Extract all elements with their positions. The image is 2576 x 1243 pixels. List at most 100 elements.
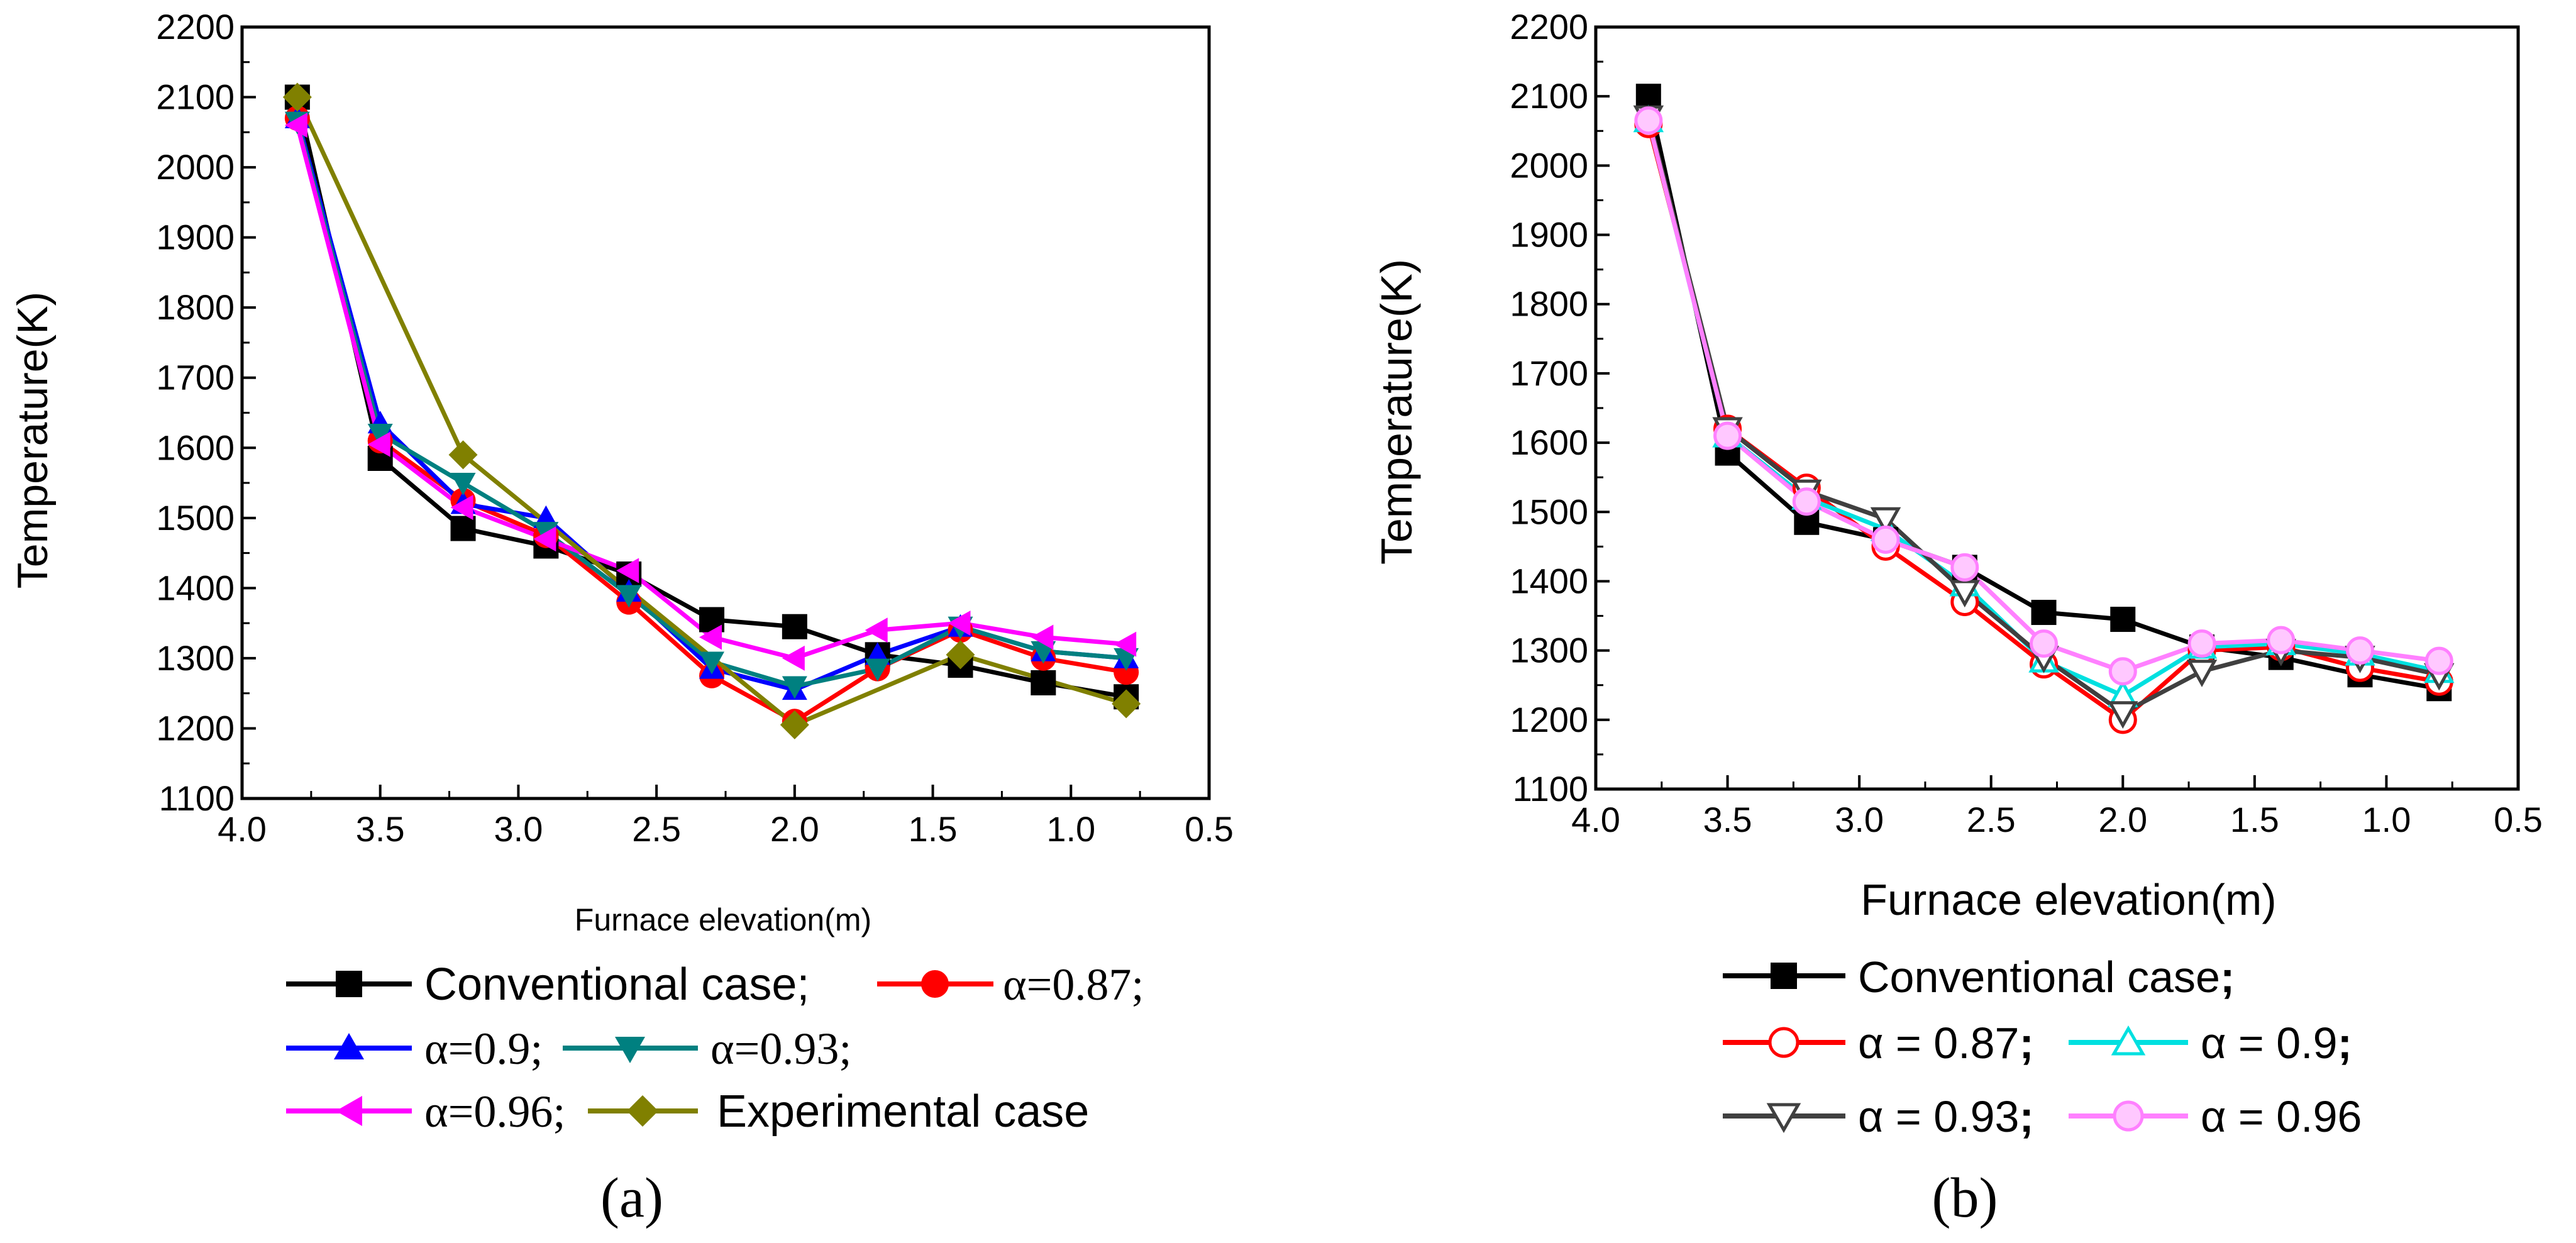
a-point-0-6 (782, 614, 807, 639)
legend-a-marker-1 (921, 970, 949, 998)
a-ytick-label-3: 1400 (156, 568, 235, 607)
b-point-3-4 (1949, 580, 1981, 608)
a-ytick-label-0: 1100 (159, 778, 235, 818)
a-point-5-2 (780, 710, 809, 739)
legend-a-marker-2 (334, 1033, 364, 1059)
a-point-0-2 (450, 516, 476, 541)
b-point-4-7 (2187, 629, 2216, 658)
legend-a-label-4: α=0.96; (424, 1086, 565, 1137)
panel-b: 1100 1200 1300 1400 1500 1600 1700 1800 1900 2000… (1372, 7, 2543, 1229)
legend-b-label-3: α = 0.93; (1858, 1092, 2034, 1141)
a-point-4-9 (1031, 624, 1054, 650)
b-ytick-label-9: 2000 (1510, 145, 1588, 185)
b-point-3-3 (1870, 507, 1901, 535)
a-point-4-0 (284, 113, 307, 138)
legend-b-sep-3: ; (2019, 1092, 2033, 1141)
series-b (1633, 84, 2455, 734)
legend-b-marker-3 (1766, 1103, 1801, 1134)
series-a (282, 82, 1141, 739)
a-xtick-label-2: 3.0 (494, 809, 543, 849)
legend-a-label-3: α=0.93; (710, 1024, 851, 1074)
b-xtick-label-0: 4.0 (1571, 800, 1620, 839)
a-xtick-label-0: 4.0 (218, 809, 267, 849)
a-ytick-label-1: 1200 (156, 708, 235, 748)
b-series-line-0 (1646, 96, 2440, 691)
legend-a-label-5: Experimental case (717, 1086, 1089, 1137)
a-point-3-1 (367, 423, 393, 446)
b-ytick-label-4: 1500 (1510, 492, 1588, 531)
a-ytick-label-9: 2000 (156, 147, 235, 187)
a-point-4-5 (699, 624, 722, 650)
a-ytick-label-10: 2100 (156, 77, 235, 117)
legend-b-label-0: Conventional case; (1858, 953, 2235, 1002)
legend-b-sep-2: ; (2338, 1019, 2352, 1068)
legend-a-marker-5 (627, 1095, 658, 1127)
legend-b-text-1: α = 0.87 (1858, 1019, 2019, 1068)
a-point-4-1 (367, 431, 390, 457)
b-xtick-label-5: 1.5 (2230, 800, 2279, 839)
b-point-4-0 (1634, 106, 1663, 135)
ticks-b: 1100 1200 1300 1400 1500 1600 1700 1800 1900 2000… (1510, 7, 2543, 839)
b-point-4-10 (2424, 646, 2453, 675)
b-point-4-9 (2346, 636, 2375, 665)
legend-b-label-2: α = 0.9; (2201, 1019, 2352, 1068)
b-ytick-label-3: 1400 (1510, 561, 1588, 600)
legend-b-sep-0: ; (2220, 953, 2235, 1002)
a-point-4-6 (782, 645, 805, 671)
legend-a-label-2: α=0.9; (424, 1024, 543, 1074)
b-xtick-label-1: 3.5 (1703, 800, 1752, 839)
b-point-3-7 (2186, 660, 2218, 687)
a-point-3-7 (865, 658, 890, 682)
b-point-3-6 (2108, 701, 2138, 729)
a-point-5-1 (448, 440, 478, 470)
a-point-4-10 (1114, 631, 1137, 657)
a-series-line-2 (295, 118, 1127, 692)
ticks-a: 1100 1200 1300 1400 1500 1600 1700 1800 1900 2000… (156, 7, 1234, 849)
b-point-4-2 (1792, 487, 1821, 516)
panel-a: 1100 1200 1300 1400 1500 1600 1700 1800 1900 2000… (9, 7, 1234, 1229)
legend-b-label-4: α = 0.96 (2201, 1092, 2362, 1141)
a-ytick-label-8: 1900 (156, 218, 235, 257)
a-ytick-label-2: 1300 (156, 638, 235, 678)
a-point-4-8 (948, 610, 971, 636)
legend-b-marker-4 (2113, 1100, 2144, 1132)
b-ytick-label-5: 1600 (1510, 423, 1588, 462)
panel-label-b: (b) (1932, 1167, 1998, 1229)
b-point-4-8 (2267, 626, 2296, 655)
a-xtick-label-6: 1.0 (1046, 809, 1095, 849)
a-point-3-6 (782, 676, 807, 699)
legend-b-text-0: Conventional case (1858, 953, 2220, 1002)
x-axis-title-b: Furnace elevation(m) (1860, 875, 2276, 924)
legend-a: Conventional case; α=0.87; α=0.9; α=0.93… (286, 959, 1144, 1137)
a-xtick-label-5: 1.5 (909, 809, 958, 849)
legend-b-sep-1: ; (2019, 1019, 2033, 1068)
legend-a-marker-4 (336, 1096, 362, 1126)
a-point-3-2 (450, 473, 476, 496)
legend-a-marker-0 (336, 971, 362, 997)
b-xtick-label-6: 1.0 (2362, 800, 2411, 839)
a-point-3-5 (699, 651, 725, 675)
b-xtick-label-4: 2.0 (2098, 800, 2147, 839)
a-ytick-label-7: 1800 (156, 287, 235, 327)
a-point-4-7 (865, 617, 888, 643)
b-ytick-label-8: 1900 (1510, 215, 1588, 255)
x-axis-title-a: Furnace elevation(m) (575, 902, 871, 937)
legend-b-marker-0 (1771, 963, 1797, 989)
a-point-5-0 (282, 82, 312, 112)
y-axis-title-b: Temperature(K) (1372, 259, 1421, 565)
a-xtick-label-4: 2.0 (770, 809, 819, 849)
b-ytick-label-10: 2100 (1510, 76, 1588, 116)
legend-a-marker-3 (615, 1037, 645, 1063)
a-ytick-label-6: 1700 (156, 358, 235, 397)
a-xtick-label-7: 0.5 (1185, 809, 1234, 849)
b-series-line-4 (1646, 119, 2440, 674)
b-ytick-label-11: 2200 (1510, 7, 1588, 47)
a-series-line-4 (295, 124, 1127, 661)
b-point-4-1 (1713, 421, 1742, 450)
a-ytick-label-5: 1600 (156, 428, 235, 467)
b-ytick-label-1: 1200 (1510, 700, 1588, 739)
b-ytick-label-0: 1100 (1513, 769, 1588, 809)
b-point-0-6 (2110, 607, 2136, 633)
a-ytick-label-11: 2200 (156, 7, 235, 47)
